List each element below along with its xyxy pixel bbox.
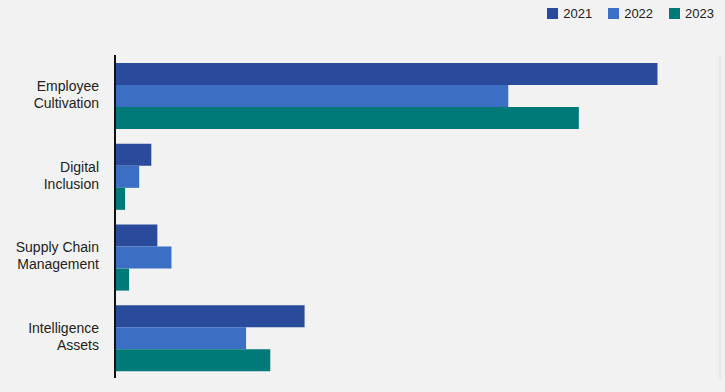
html-text:2023: 2023 bbox=[685, 6, 714, 21]
svg-text:EmployeeCultivation: EmployeeCultivation bbox=[34, 78, 100, 111]
html-text:2021: 2021 bbox=[563, 6, 593, 21]
html-text:2022: 2022 bbox=[624, 6, 654, 21]
svg-text:IntelligenceAssets: IntelligenceAssets bbox=[28, 320, 99, 353]
svg-text:DigitalInclusion: DigitalInclusion bbox=[44, 158, 99, 191]
svg-text:Supply ChainManagement: Supply ChainManagement bbox=[16, 239, 99, 272]
